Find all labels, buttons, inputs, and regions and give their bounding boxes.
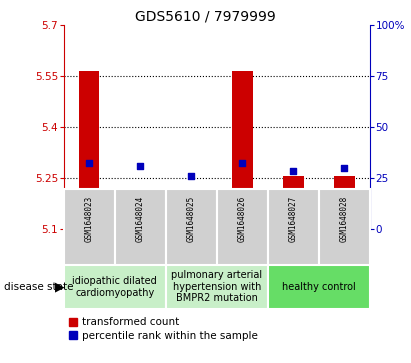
Point: [290, 168, 297, 174]
Text: disease state: disease state: [4, 282, 74, 292]
Text: pulmonary arterial
hypertension with
BMPR2 mutation: pulmonary arterial hypertension with BMP…: [171, 270, 262, 303]
Text: GSM1648028: GSM1648028: [340, 195, 349, 242]
Bar: [268, 189, 319, 272]
Text: healthy control: healthy control: [282, 282, 356, 292]
Bar: [79, 71, 99, 229]
Text: idiopathic dilated
cardiomyopathy: idiopathic dilated cardiomyopathy: [72, 276, 157, 298]
Bar: [115, 189, 166, 272]
Bar: [283, 176, 304, 229]
Point: [341, 165, 348, 171]
Bar: [64, 265, 166, 309]
Text: GDS5610 / 7979999: GDS5610 / 7979999: [135, 9, 276, 23]
Bar: [166, 189, 217, 272]
Bar: [64, 189, 115, 272]
Text: GSM1648026: GSM1648026: [238, 195, 247, 242]
Point: [86, 160, 92, 166]
Bar: [268, 265, 370, 309]
Point: [188, 173, 194, 179]
Bar: [130, 210, 150, 229]
Bar: [181, 226, 201, 229]
Bar: [334, 176, 355, 229]
Legend: transformed count, percentile rank within the sample: transformed count, percentile rank withi…: [69, 317, 259, 340]
Text: GSM1648024: GSM1648024: [136, 195, 145, 242]
Bar: [232, 71, 252, 229]
Bar: [319, 189, 370, 272]
Text: GSM1648023: GSM1648023: [85, 195, 94, 242]
Bar: [166, 265, 268, 309]
Text: GSM1648027: GSM1648027: [289, 195, 298, 242]
Bar: [217, 189, 268, 272]
Text: ▶: ▶: [55, 280, 65, 293]
Point: [239, 160, 246, 166]
Point: [137, 163, 143, 169]
Text: GSM1648025: GSM1648025: [187, 195, 196, 242]
